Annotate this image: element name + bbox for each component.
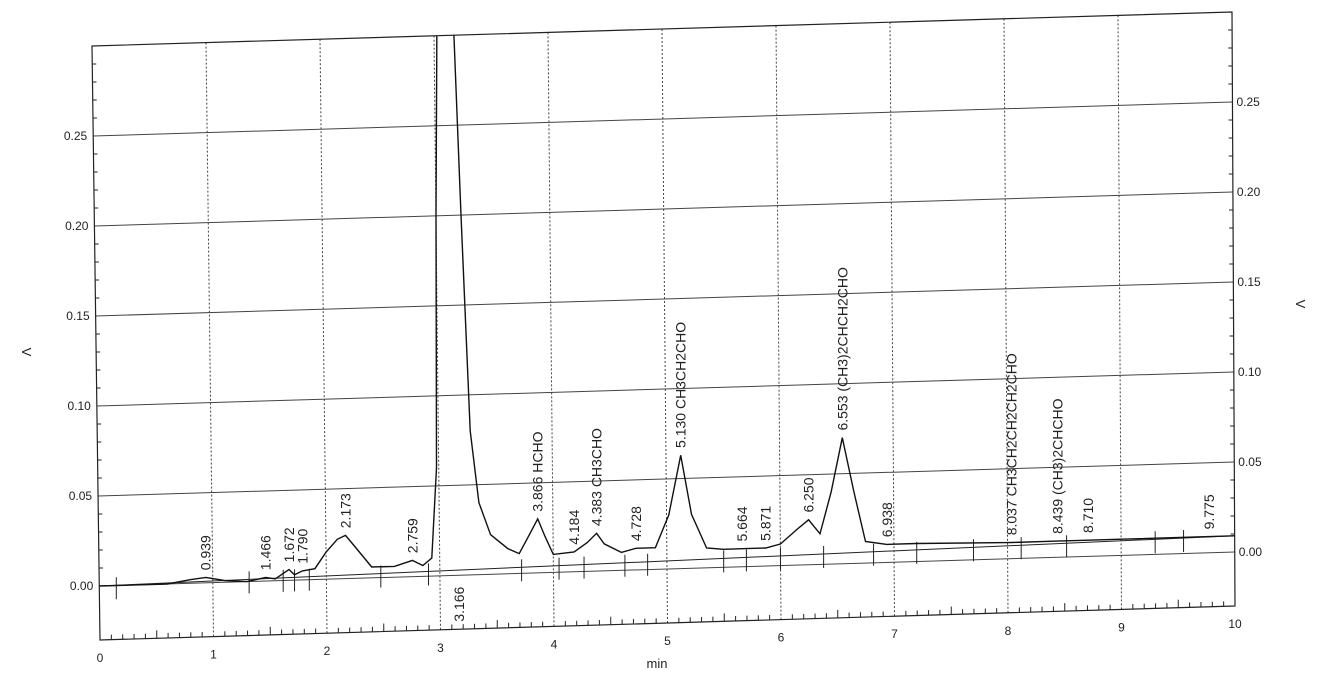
peak-label: 8.037 CH3CH2CH2CH2CHO xyxy=(1004,353,1020,535)
x-tick-label: 3 xyxy=(437,641,444,655)
x-gridline xyxy=(205,42,214,637)
x-gridline xyxy=(433,35,441,630)
y-tick-label-left: 0.15 xyxy=(66,309,90,323)
baseline xyxy=(99,535,1235,587)
peak-label: 5.871 xyxy=(758,506,774,541)
peak-label: 2.759 xyxy=(404,518,420,553)
y-tick-label-left: 0.10 xyxy=(67,399,91,413)
y-tick-label-right: 0.05 xyxy=(1238,455,1262,469)
y-tick-label-right: 0.15 xyxy=(1237,275,1261,289)
x-gridline xyxy=(547,32,555,627)
grid-layer xyxy=(93,15,1235,637)
x-gridline xyxy=(1003,18,1009,613)
x-tick-label: 9 xyxy=(1118,620,1125,634)
x-tick-label: 8 xyxy=(1005,624,1012,638)
y-tick-label-left: 0.20 xyxy=(65,219,89,233)
x-gridline xyxy=(661,28,668,624)
peak-label: 9.775 xyxy=(1201,494,1217,529)
x-gridline xyxy=(775,25,782,620)
x-tick-label: 1 xyxy=(210,648,217,662)
peak-label: 8.439 (CH3)2CHCHO xyxy=(1049,398,1065,533)
y-axis-title-right: V xyxy=(1293,300,1308,309)
signal-trace xyxy=(99,12,1235,587)
x-tick-label: 7 xyxy=(891,627,898,641)
peak-label: 3.166 xyxy=(451,586,467,621)
x-gridline xyxy=(319,39,328,634)
y-gridline xyxy=(99,551,1235,587)
y-tick-label-left: 0.05 xyxy=(69,489,93,503)
peak-label: 1.672 xyxy=(281,527,297,562)
x-axis-title: min xyxy=(647,656,668,671)
peak-label: 1.466 xyxy=(258,535,274,570)
y-gridline xyxy=(94,191,1233,227)
y-gridline xyxy=(95,281,1234,317)
x-tick-label: 0 xyxy=(97,651,104,665)
integration-marks xyxy=(115,530,1185,600)
peak-label: 5.664 xyxy=(734,506,750,541)
peak-label: 4.728 xyxy=(628,506,644,541)
y-tick-label-left: 0.25 xyxy=(64,129,88,143)
y-tick-label-right: 0.25 xyxy=(1236,95,1260,109)
peak-label: 6.553 (CH3)2CHCH2CHO xyxy=(834,267,850,430)
peak-label: 6.250 xyxy=(801,477,817,512)
peak-label: 3.866 HCHO xyxy=(530,431,546,511)
x-tick-label: 6 xyxy=(778,631,785,645)
peak-label: 4.184 xyxy=(566,510,582,545)
y-tick-label-right: 0.20 xyxy=(1237,185,1261,199)
y-tick-label-left: 0.00 xyxy=(70,579,94,593)
peak-label: 8.710 xyxy=(1080,498,1096,533)
peak-label: 0.939 xyxy=(198,535,214,570)
y-gridline xyxy=(93,101,1233,137)
y-tick-label-right: 0.00 xyxy=(1239,545,1263,559)
x-tick-label: 4 xyxy=(551,637,558,651)
y-gridline xyxy=(96,371,1234,407)
peak-label: 5.130 CH3CH2CHO xyxy=(673,322,689,448)
x-tick-label: 5 xyxy=(664,634,671,648)
peak-label: 6.938 xyxy=(879,502,895,537)
trace-layer xyxy=(99,12,1235,587)
x-tick-label: 10 xyxy=(1228,617,1242,631)
peak-label: 2.173 xyxy=(337,493,353,528)
x-gridline xyxy=(1117,15,1122,610)
y-tick-label-right: 0.10 xyxy=(1238,365,1262,379)
y-gridline xyxy=(98,461,1235,497)
x-gridline xyxy=(889,22,895,617)
peak-label: 1.790 xyxy=(294,528,310,563)
y-axis-title-left: V xyxy=(19,348,34,357)
axes-layer: 0 1 2 3 4 5 6 7 8 9 10 0.00 0.00 0.05 0.05 0.10 0.10 0.15… xyxy=(64,29,1263,665)
x-tick-label: 2 xyxy=(324,644,331,658)
peak-label: 4.383 CH3CHO xyxy=(589,428,605,526)
